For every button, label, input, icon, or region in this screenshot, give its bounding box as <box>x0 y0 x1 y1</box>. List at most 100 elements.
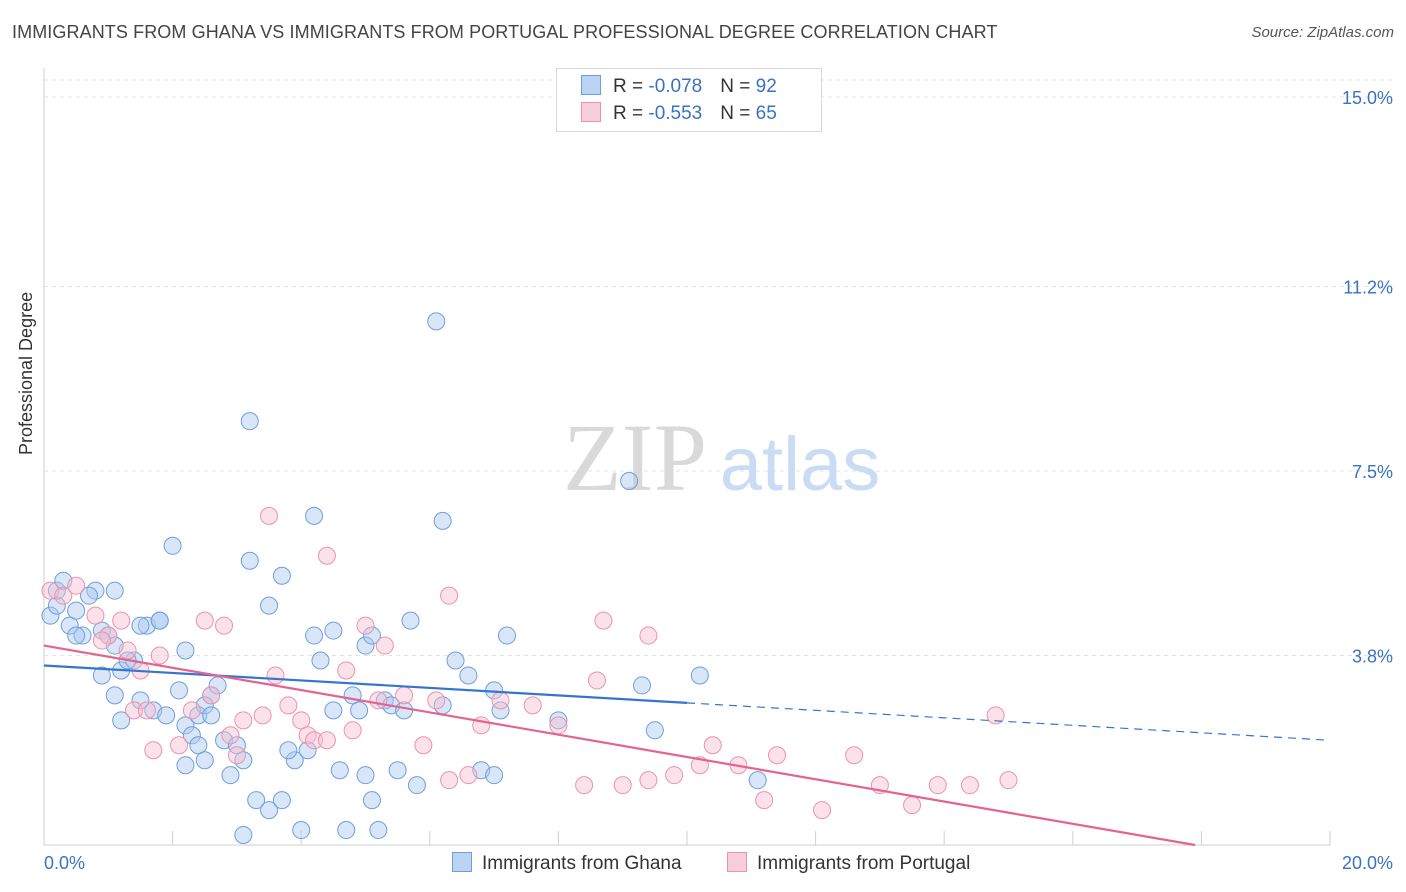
portugal-point <box>613 776 632 795</box>
portugal-point <box>317 546 336 565</box>
ghana-point <box>260 596 279 615</box>
ghana-point <box>150 611 169 630</box>
series-legend-ghana: Immigrants from Ghana <box>452 852 682 875</box>
portugal-point <box>234 711 253 730</box>
ghana-point <box>491 701 510 720</box>
y-tick-label: 11.2% <box>1343 277 1393 297</box>
tick-labels: 3.8% 7.5% 11.2% 15.0% 0.0% 20.0% <box>44 88 1393 873</box>
portugal-point <box>112 611 131 630</box>
x-tick-label: 0.0% <box>44 853 85 873</box>
ghana-point <box>247 791 266 810</box>
legend-row-portugal: R = -0.553 N = 65 <box>581 102 777 126</box>
portugal-swatch <box>581 102 601 122</box>
portugal-point <box>903 796 922 815</box>
portugal-point <box>356 616 375 635</box>
ghana-point <box>620 471 639 490</box>
ghana-point <box>240 412 259 431</box>
trend-lines <box>43 644 1331 847</box>
ghana-point <box>189 736 208 755</box>
ghana-point <box>67 601 86 620</box>
ghana-point <box>80 586 99 605</box>
series-legend-portugal: Immigrants from Portugal <box>727 852 970 875</box>
portugal-point <box>221 726 240 745</box>
portugal-point <box>999 771 1018 790</box>
portugal-point <box>375 636 394 655</box>
ghana-point <box>748 771 767 790</box>
stats-legend: R = -0.078 N = 92 R = -0.553 N = 65 <box>556 68 822 132</box>
n-value: 65 <box>755 103 777 124</box>
ghana-point <box>350 701 369 720</box>
n-value: 92 <box>755 76 777 97</box>
portugal-point <box>305 731 324 750</box>
ghana-point <box>163 536 182 555</box>
ghana-point <box>497 626 516 645</box>
ghana-point <box>305 626 324 645</box>
portugal-point <box>202 686 221 705</box>
ghana-trend-line <box>43 664 688 704</box>
ghana-point <box>369 821 388 840</box>
portugal-point <box>337 661 356 680</box>
ghana-point <box>285 751 304 770</box>
ghana-point <box>73 626 92 645</box>
ghana-point <box>208 676 227 695</box>
portugal-point <box>639 771 658 790</box>
portugal-point <box>703 736 722 755</box>
ghana-point <box>549 711 568 730</box>
ghana-point <box>176 716 195 735</box>
ghana-point <box>343 686 362 705</box>
source-label: Source: ZipAtlas.com <box>1251 24 1394 41</box>
ghana-point <box>182 726 201 745</box>
ghana-point <box>690 666 709 685</box>
portugal-point <box>279 696 298 715</box>
ghana-legend-label: Immigrants from Ghana <box>482 853 682 874</box>
ghana-point <box>330 761 349 780</box>
portugal-point <box>768 746 787 765</box>
portugal-point <box>575 776 594 795</box>
ghana-point <box>60 616 79 635</box>
ghana-point <box>105 686 124 705</box>
portugal-legend-swatch <box>727 852 747 872</box>
ghana-point <box>272 791 291 810</box>
portugal-point <box>170 736 189 755</box>
y-tick-label: 15.0% <box>1342 88 1393 108</box>
portugal-point <box>395 686 414 705</box>
portugal-point <box>523 696 542 715</box>
ghana-point <box>227 736 246 755</box>
ghana-point <box>311 651 330 670</box>
ghana-point <box>485 766 504 785</box>
portugal-point <box>960 776 979 795</box>
portugal-point <box>755 791 774 810</box>
n-label: N = <box>720 76 756 97</box>
ghana-point <box>433 511 452 530</box>
chart-title: IMMIGRANTS FROM GHANA VS IMMIGRANTS FROM… <box>12 22 998 42</box>
portugal-point <box>67 576 86 595</box>
r-label: R = <box>613 103 649 124</box>
watermark: ZIP atlas <box>563 404 880 511</box>
portugal-point <box>459 766 478 785</box>
ghana-point <box>67 626 86 645</box>
ghana-point <box>407 776 426 795</box>
portugal-point <box>594 611 613 630</box>
portugal-point <box>639 626 658 645</box>
portugal-point <box>317 731 336 750</box>
portugal-point <box>292 711 311 730</box>
ghana-point <box>92 666 111 685</box>
portugal-point <box>369 691 388 710</box>
legend-row-ghana: R = -0.078 N = 92 <box>581 75 777 99</box>
portugal-point <box>343 721 362 740</box>
portugal-point <box>260 506 279 525</box>
ghana-point <box>298 741 317 760</box>
portugal-point <box>253 706 272 725</box>
ghana-point <box>176 756 195 775</box>
portugal-point <box>125 701 144 720</box>
ghana-point <box>279 741 298 760</box>
ghana-point <box>337 821 356 840</box>
portugal-point <box>215 616 234 635</box>
ghana-point <box>157 706 176 725</box>
ghana-point <box>459 666 478 685</box>
ghana-point <box>112 711 131 730</box>
portugal-point <box>845 746 864 765</box>
ghana-point <box>202 706 221 725</box>
r-label: R = <box>613 76 649 97</box>
gridlines <box>44 79 1394 657</box>
